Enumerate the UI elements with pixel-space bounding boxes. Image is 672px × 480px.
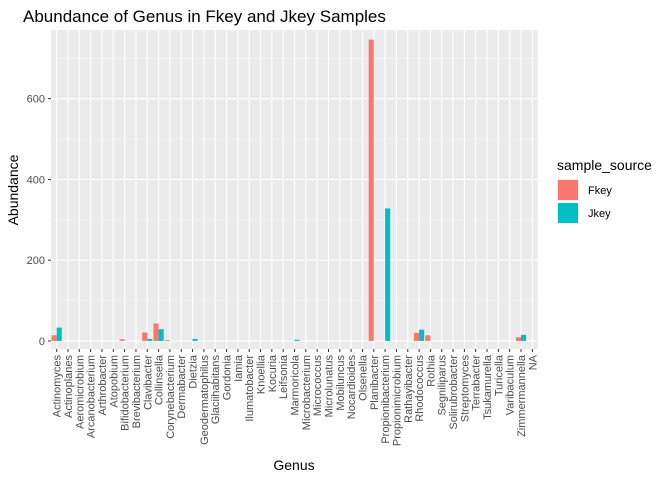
bar-jkey bbox=[385, 208, 391, 341]
x-tick-label: Varibaculum bbox=[505, 355, 517, 415]
chart-title: Abundance of Genus in Fkey and Jkey Samp… bbox=[23, 7, 386, 26]
x-tick-label: Turicella bbox=[493, 354, 505, 396]
x-tick-label: Propionimicrobium bbox=[391, 355, 403, 446]
x-tick-label: Dermabacter bbox=[176, 355, 188, 419]
bar-fkey bbox=[413, 332, 420, 341]
x-tick-label: Terrabacter bbox=[471, 355, 483, 411]
x-tick-label: Microbacterium bbox=[301, 355, 313, 430]
x-tick-label: Microlunatus bbox=[323, 355, 335, 418]
x-tick-label: Segniliparus bbox=[437, 355, 449, 416]
x-tick-label: Rhodococcus bbox=[414, 355, 426, 422]
x-axis: Actinomyces Actinoplanes Aeromicrobium Arca… bbox=[52, 349, 539, 446]
x-tick-label: Arthrobacter bbox=[97, 355, 109, 416]
x-tick-label: Aeromicrobium bbox=[74, 355, 86, 429]
x-tick-label: Dietzia bbox=[188, 354, 200, 389]
legend-key-fkey bbox=[558, 180, 578, 200]
x-tick-label: Ilumatobacter bbox=[244, 355, 256, 422]
y-tick-label: 400 bbox=[27, 174, 45, 186]
x-tick-label: Clavibacter bbox=[142, 355, 154, 410]
x-tick-label: Streptomyces bbox=[459, 355, 471, 423]
x-tick-label: Leifsonia bbox=[278, 354, 290, 399]
x-tick-label: Knoellia bbox=[256, 354, 268, 394]
bars bbox=[51, 39, 527, 341]
x-axis-title: Genus bbox=[273, 457, 314, 473]
legend-title: sample_source bbox=[557, 157, 652, 173]
x-tick-label: Arcanobacterium bbox=[86, 355, 98, 438]
x-tick-label: Collinsella bbox=[154, 354, 166, 405]
bar-fkey bbox=[51, 335, 57, 341]
y-axis: 0 200 400 600 bbox=[27, 94, 51, 348]
bar-fkey bbox=[164, 340, 170, 341]
x-tick-label: Solirubrobacter bbox=[448, 355, 460, 430]
x-tick-label: Actinomyces bbox=[52, 355, 64, 418]
x-tick-label: Geodermatophilus bbox=[199, 355, 211, 445]
bar-jkey bbox=[147, 338, 153, 341]
x-tick-label: Brevibacterium bbox=[131, 355, 143, 428]
x-tick-label: Nocardioides bbox=[346, 355, 358, 420]
x-tick-label: Glaciihabitans bbox=[210, 355, 222, 425]
x-tick-label: Iamia bbox=[233, 354, 245, 382]
legend-label-fkey: Fkey bbox=[588, 185, 612, 197]
x-tick-label: Bifidobacterium bbox=[120, 355, 132, 431]
x-tick-label: Corynebacterium bbox=[165, 355, 177, 439]
y-tick-label: 200 bbox=[27, 255, 45, 267]
x-tick-label: Tsukamurella bbox=[482, 354, 494, 420]
bar-jkey bbox=[56, 327, 62, 341]
x-tick-label: Rothia bbox=[425, 354, 437, 387]
legend-key-jkey bbox=[558, 203, 578, 223]
y-tick-label: 600 bbox=[27, 94, 45, 106]
bar-fkey bbox=[425, 335, 431, 341]
bar-fkey bbox=[515, 337, 522, 341]
bar-jkey bbox=[158, 329, 164, 341]
x-tick-label: Actinoplanes bbox=[63, 355, 75, 418]
bar-fkey bbox=[153, 323, 159, 341]
bar-fkey bbox=[142, 332, 148, 341]
bar-fkey bbox=[119, 339, 125, 341]
y-axis-title: Abundance bbox=[5, 154, 21, 225]
bar-jkey bbox=[294, 339, 300, 341]
x-tick-label: Rathayibacter bbox=[403, 355, 415, 423]
y-tick-label: 0 bbox=[39, 336, 45, 348]
x-tick-label: Zimmermannella bbox=[516, 354, 528, 437]
legend-label-jkey: Jkey bbox=[588, 208, 611, 220]
bar-jkey bbox=[192, 338, 198, 341]
x-tick-label: Olsenella bbox=[357, 354, 369, 401]
x-tick-label: Propionibacterium bbox=[380, 355, 392, 444]
bar-jkey bbox=[419, 329, 425, 341]
major-gridlines bbox=[51, 30, 538, 349]
x-tick-label: Atopobium bbox=[108, 355, 120, 408]
x-tick-label: Micrococcus bbox=[312, 355, 324, 417]
bar-jkey bbox=[521, 334, 527, 341]
x-tick-label: NA bbox=[527, 354, 539, 370]
x-tick-label: Kocuria bbox=[267, 354, 279, 392]
bar-fkey bbox=[368, 39, 374, 341]
x-tick-label: Marmoricola bbox=[290, 354, 302, 415]
x-tick-label: Mobiluncus bbox=[335, 355, 347, 411]
x-tick-label: Gordonia bbox=[222, 354, 234, 400]
x-tick-label: Planibacter bbox=[369, 355, 381, 410]
legend: sample_source Fkey Jkey bbox=[557, 157, 652, 224]
